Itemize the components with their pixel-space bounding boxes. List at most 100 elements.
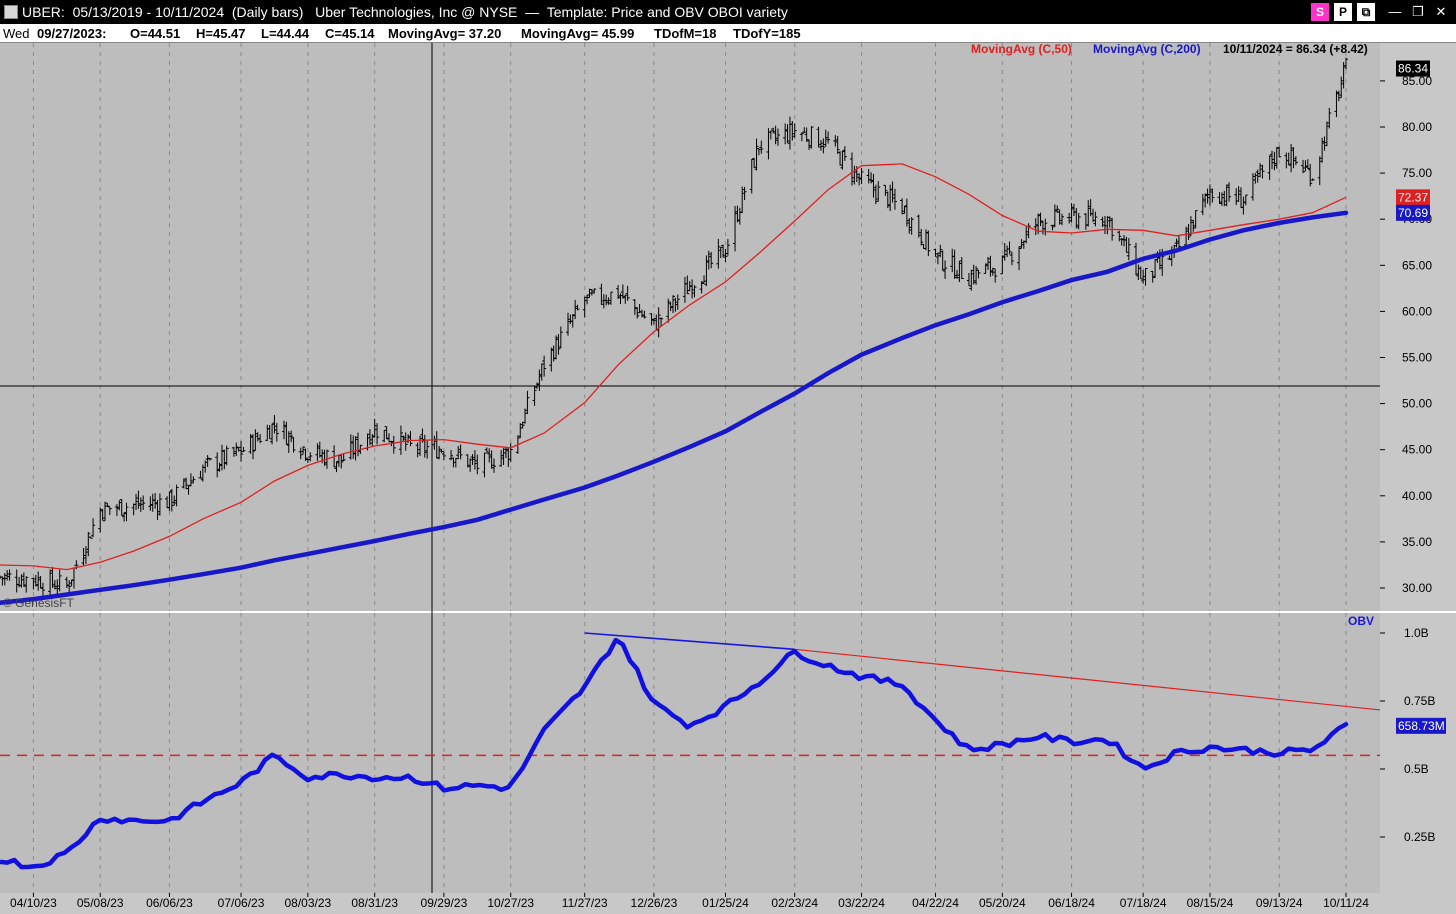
price-bar bbox=[1038, 212, 1043, 227]
obv-title: OBV bbox=[1348, 614, 1374, 628]
price-bar bbox=[542, 355, 547, 377]
s-button[interactable]: S bbox=[1311, 3, 1329, 21]
price-bar bbox=[721, 244, 726, 258]
price-bar bbox=[649, 313, 654, 326]
price-bar bbox=[81, 548, 86, 566]
price-bar bbox=[869, 172, 874, 184]
p-button[interactable]: P bbox=[1334, 3, 1352, 21]
price-bar bbox=[157, 493, 162, 516]
obv-tick-label: 0.75B bbox=[1404, 694, 1435, 708]
restore-icon[interactable]: ❐ bbox=[1412, 4, 1424, 19]
price-bar bbox=[7, 569, 12, 581]
price-bar bbox=[301, 446, 306, 455]
price-bar bbox=[966, 272, 971, 287]
price-bar bbox=[1305, 159, 1310, 170]
info-tdofm: TDofM=18 bbox=[654, 26, 717, 41]
date-tick-label: 10/11/24 bbox=[1323, 896, 1369, 910]
price-bar bbox=[1174, 238, 1179, 248]
price-bar bbox=[902, 205, 907, 214]
price-bar bbox=[1026, 223, 1031, 239]
price-bar bbox=[809, 126, 814, 149]
obv-trendlines bbox=[584, 632, 1381, 711]
price-bar bbox=[890, 181, 895, 203]
price-bar bbox=[24, 576, 29, 593]
price-bar bbox=[1017, 246, 1022, 271]
price-bar bbox=[709, 252, 714, 269]
price-bar bbox=[570, 314, 575, 328]
date-tick-label: 03/22/24 bbox=[838, 896, 885, 910]
obv-tick-label: 0.25B bbox=[1404, 830, 1435, 844]
price-bar bbox=[67, 580, 72, 593]
price-bar bbox=[432, 435, 437, 450]
price-bar bbox=[885, 191, 890, 209]
price-bar bbox=[907, 217, 912, 234]
info-ma1: MovingAvg= 37.20 bbox=[388, 26, 502, 41]
price-panel bbox=[0, 43, 1380, 611]
price-bar bbox=[549, 347, 554, 372]
price-bar bbox=[36, 571, 41, 591]
price-bar bbox=[353, 436, 358, 461]
ma200-tag: 70.69 bbox=[1396, 204, 1430, 221]
price-bar bbox=[267, 425, 272, 440]
price-bar bbox=[136, 490, 141, 509]
price-bar bbox=[1126, 238, 1131, 261]
price-bar bbox=[334, 461, 339, 473]
price-bar bbox=[1191, 219, 1196, 232]
date-tick-label: 06/06/23 bbox=[146, 896, 193, 910]
price-bar bbox=[768, 130, 773, 140]
price-bar bbox=[1100, 216, 1105, 227]
price-bar bbox=[503, 447, 508, 459]
minimize-icon[interactable]: — bbox=[1388, 4, 1402, 19]
price-bar bbox=[1291, 147, 1296, 169]
close-icon[interactable]: ✕ bbox=[1435, 4, 1447, 19]
price-bar bbox=[1272, 151, 1277, 171]
price-bar bbox=[205, 455, 210, 467]
date-tick-label: 07/18/24 bbox=[1120, 896, 1167, 910]
price-tick-label: 50.00 bbox=[1402, 397, 1432, 411]
price-bar bbox=[790, 121, 795, 141]
price-bars bbox=[0, 57, 1348, 597]
obv-axis-panel bbox=[1380, 613, 1456, 893]
price-bar bbox=[124, 502, 129, 522]
price-bar bbox=[52, 580, 57, 590]
price-bar bbox=[1303, 160, 1308, 172]
price-bar bbox=[1205, 188, 1210, 204]
price-bar bbox=[88, 536, 93, 539]
price-bar bbox=[971, 264, 976, 285]
price-bar bbox=[83, 546, 88, 564]
price-bar bbox=[1057, 209, 1062, 225]
price-bar bbox=[1107, 216, 1112, 228]
watermark: © GenesisFT bbox=[3, 596, 75, 610]
price-bar bbox=[1301, 159, 1306, 174]
link-button[interactable]: ⧉ bbox=[1357, 3, 1375, 21]
ma200-tag-bg bbox=[1396, 204, 1430, 221]
price-bar bbox=[876, 181, 881, 202]
price-bar bbox=[685, 275, 690, 295]
price-bar bbox=[1102, 216, 1107, 235]
price-bar bbox=[1117, 230, 1122, 242]
ma200-line bbox=[0, 210, 1349, 606]
price-bar bbox=[391, 435, 396, 454]
price-bar bbox=[783, 123, 788, 145]
price-bar bbox=[484, 447, 489, 453]
obv-line bbox=[0, 637, 1349, 870]
price-bar bbox=[98, 507, 103, 533]
price-bar bbox=[799, 132, 804, 142]
obv-tag-bg bbox=[1396, 717, 1446, 734]
price-bar bbox=[668, 301, 673, 312]
price-bar bbox=[718, 246, 723, 259]
obv-tick-label: 0.5B bbox=[1404, 762, 1429, 776]
obv-tag: 658.73M bbox=[1396, 717, 1446, 734]
price-bar bbox=[520, 421, 525, 429]
price-bar bbox=[355, 432, 360, 457]
price-bar bbox=[286, 431, 291, 453]
price-tick-label: 40.00 bbox=[1402, 489, 1432, 503]
price-tick-label: 55.00 bbox=[1402, 351, 1432, 365]
price-bar bbox=[969, 269, 974, 291]
price-bar bbox=[539, 363, 544, 381]
price-bar bbox=[604, 294, 609, 306]
price-bar bbox=[148, 496, 153, 511]
price-bar bbox=[532, 385, 537, 406]
price-bar bbox=[1334, 90, 1339, 118]
